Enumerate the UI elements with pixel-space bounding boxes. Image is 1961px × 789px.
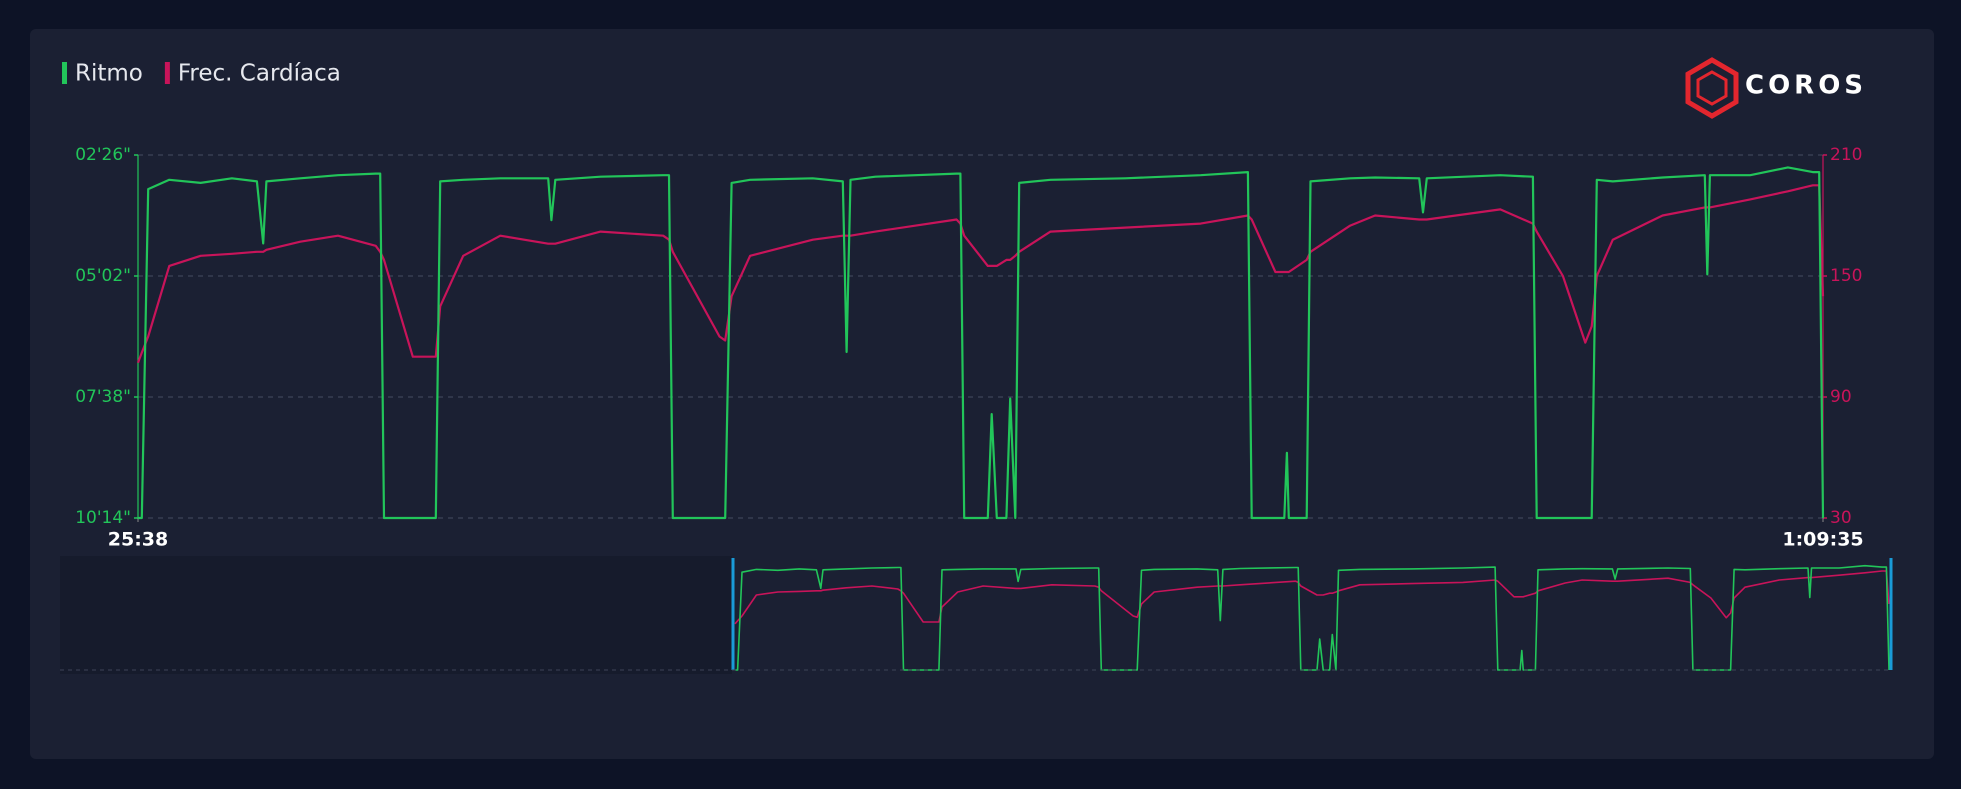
series-line [138, 166, 1825, 520]
legend-swatch [164, 62, 170, 84]
logo-text: COROS [1745, 71, 1867, 101]
navigator-line [734, 570, 1890, 625]
legend-label: Frec. Cardíaca [178, 61, 341, 87]
y-tick-label: 07'38" [75, 387, 131, 407]
logo-hex [1685, 57, 1739, 119]
navigator-inactive [60, 556, 732, 674]
y2-tick-label: 90 [1830, 387, 1852, 407]
y-tick-label: 05'02" [75, 266, 131, 286]
coros-logo: COROS [1685, 57, 1867, 119]
y-tick-label: 10'14" [75, 508, 131, 528]
y2-tick-label: 30 [1830, 508, 1852, 528]
x-tick-label: 25:38 [108, 529, 168, 551]
series-line [136, 184, 1825, 364]
x-tick-label: 1:09:35 [1782, 529, 1863, 551]
legend-label: Ritmo [75, 61, 143, 87]
logo-hex-inner [1696, 70, 1728, 106]
y2-tick-label: 210 [1830, 145, 1862, 165]
y2-tick-label: 150 [1830, 266, 1862, 286]
y-tick-label: 02'26" [75, 145, 131, 165]
navigator-line [735, 564, 1890, 671]
legend-swatch [62, 62, 67, 84]
